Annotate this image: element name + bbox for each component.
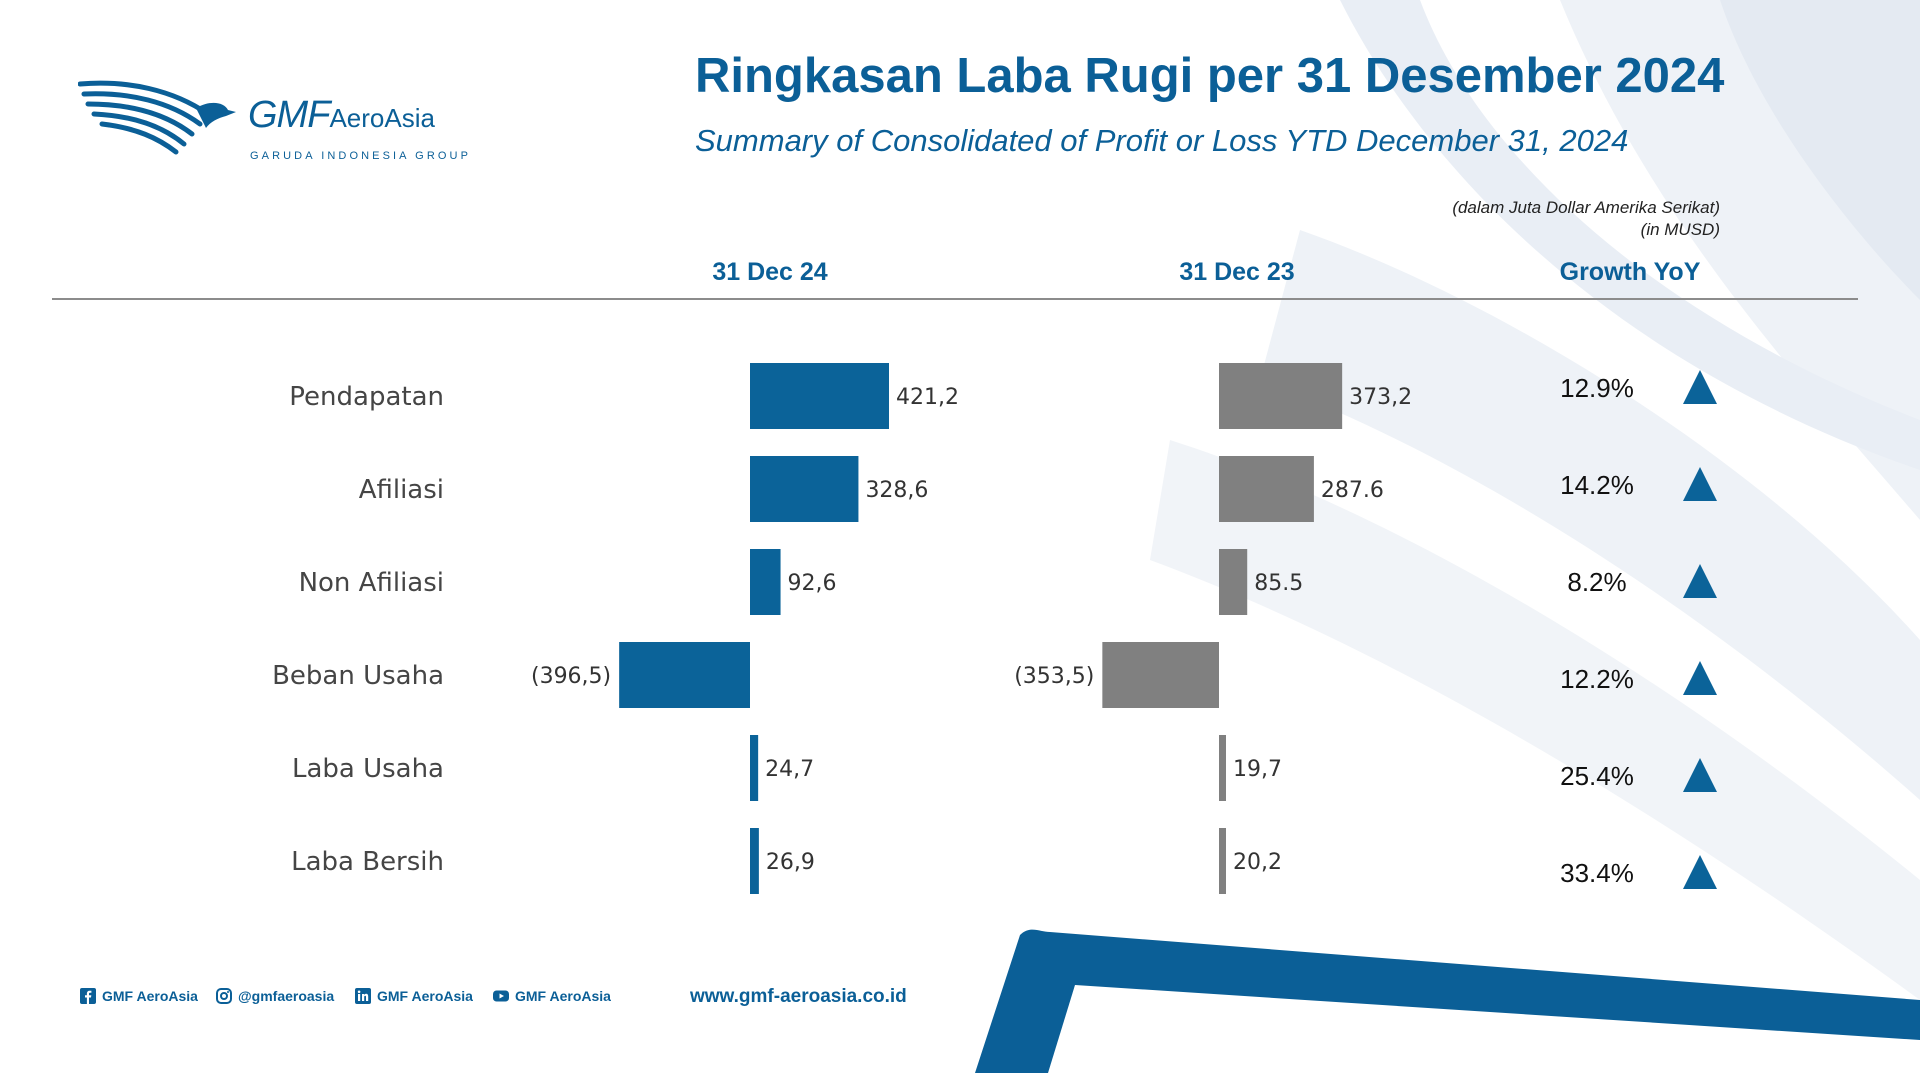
triangle-up-icon: [1683, 855, 1717, 889]
facebook-handle: GMF AeroAsia: [102, 988, 198, 1004]
data-label: 20,2: [1233, 850, 1282, 875]
category-label: Pendapatan: [289, 382, 444, 412]
data-label: 421,2: [896, 385, 959, 410]
page-title: Ringkasan Laba Rugi per 31 Desember 2024: [695, 49, 1725, 103]
unit-note: (dalam Juta Dollar Amerika Serikat) (in …: [1452, 197, 1720, 241]
data-label: 24,7: [765, 757, 814, 782]
unit-note-id: (dalam Juta Dollar Amerika Serikat): [1452, 198, 1720, 217]
bar-previous: [1102, 642, 1219, 708]
footer-facebook[interactable]: GMF AeroAsia: [80, 988, 198, 1004]
category-label: Laba Usaha: [292, 754, 444, 784]
category-label: Afiliasi: [359, 475, 444, 505]
category-label: Non Afiliasi: [299, 568, 444, 598]
youtube-icon: [493, 990, 509, 1002]
instagram-handle: @gmfaeroasia: [238, 988, 335, 1004]
bar-current: [619, 642, 750, 708]
bar-previous: [1219, 735, 1226, 801]
website-link[interactable]: www.gmf-aeroasia.co.id: [690, 986, 907, 1007]
footer-instagram[interactable]: @gmfaeroasia: [216, 988, 334, 1004]
instagram-icon: [216, 988, 232, 1004]
triangle-up-icon: [1683, 467, 1717, 501]
category-label: Laba Bersih: [291, 847, 444, 877]
column-header-current: 31 Dec 24: [712, 258, 828, 286]
column-header-growth: Growth YoY: [1559, 258, 1701, 286]
bar-previous: [1219, 828, 1226, 894]
data-label: 85.5: [1254, 571, 1303, 596]
growth-value: 12.9%: [1560, 373, 1634, 403]
bar-current: [750, 363, 889, 429]
bar-previous: [1219, 363, 1343, 429]
company-logo: GMFAeroAsia GARUDA INDONESIA GROUP: [78, 78, 468, 168]
triangle-up-icon: [1683, 661, 1717, 695]
bar-current: [750, 735, 759, 801]
growth-value: 8.2%: [1567, 567, 1626, 597]
data-label: 287.6: [1321, 478, 1384, 503]
bar-current: [750, 828, 759, 894]
bird-logo-icon: [78, 80, 236, 155]
column-header-previous: 31 Dec 23: [1179, 258, 1295, 286]
page-subtitle: Summary of Consolidated of Profit or Los…: [695, 123, 1629, 158]
header-divider: [52, 298, 1858, 300]
triangle-up-icon: [1683, 758, 1717, 792]
bar-previous: [1219, 456, 1314, 522]
category-label: Beban Usaha: [272, 661, 444, 691]
logo-wordmark: GMFAeroAsia: [248, 94, 435, 137]
data-label: 26,9: [766, 850, 815, 875]
youtube-handle: GMF AeroAsia: [515, 988, 611, 1004]
data-label: 328,6: [865, 478, 928, 503]
bar-current: [750, 549, 781, 615]
footer-youtube[interactable]: GMF AeroAsia: [493, 988, 611, 1004]
logo-tagline: GARUDA INDONESIA GROUP: [250, 150, 472, 162]
triangle-up-icon: [1683, 370, 1717, 404]
data-label: 19,7: [1233, 757, 1282, 782]
bar-current: [750, 456, 859, 522]
data-label: (396,5): [531, 664, 611, 689]
logo-brand: GMF: [248, 94, 330, 136]
growth-value: 25.4%: [1560, 761, 1634, 791]
unit-note-en: (in MUSD): [1640, 220, 1720, 239]
bar-previous: [1219, 549, 1248, 615]
logo-brand-suffix: AeroAsia: [329, 103, 435, 133]
growth-value: 12.2%: [1560, 664, 1634, 694]
linkedin-icon: [355, 988, 371, 1004]
linkedin-handle: GMF AeroAsia: [377, 988, 473, 1004]
data-label: 373,2: [1349, 385, 1412, 410]
growth-value: 33.4%: [1560, 858, 1634, 888]
footer-linkedin[interactable]: GMF AeroAsia: [355, 988, 473, 1004]
facebook-icon: [80, 988, 96, 1004]
data-label: 92,6: [788, 571, 837, 596]
data-label: (353,5): [1014, 664, 1094, 689]
triangle-up-icon: [1683, 564, 1717, 598]
growth-value: 14.2%: [1560, 470, 1634, 500]
